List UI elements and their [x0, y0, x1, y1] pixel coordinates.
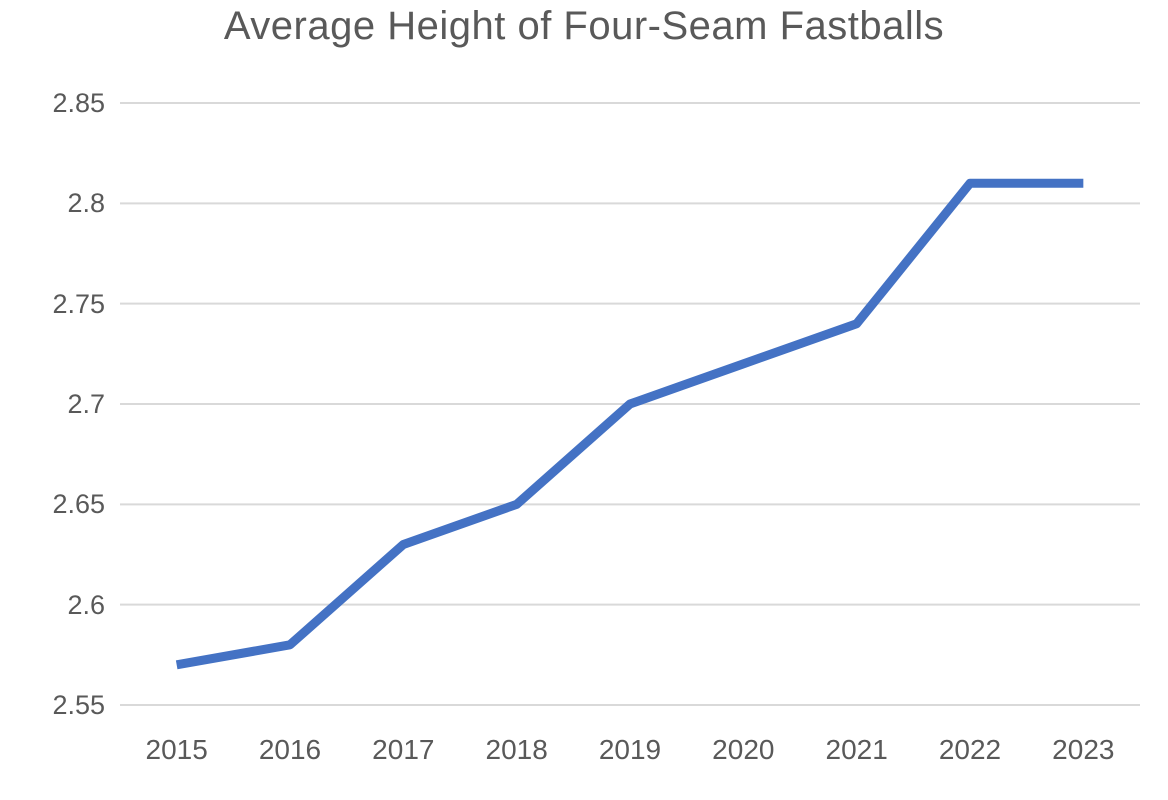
chart-title: Average Height of Four-Seam Fastballs — [223, 4, 945, 48]
y-tick-label: 2.85 — [52, 88, 105, 118]
x-tick-label: 2018 — [485, 734, 548, 765]
x-tick-label: 2019 — [598, 734, 662, 765]
y-tick-label: 2.65 — [52, 489, 105, 520]
x-tick-label: 2021 — [825, 734, 888, 765]
x-tick-label: 2016 — [258, 734, 322, 765]
y-tick-label: 2.75 — [52, 288, 105, 319]
y-tick-label: 2.55 — [52, 690, 105, 720]
x-tick-label: 2020 — [712, 734, 775, 765]
data-line-series — [175, 178, 1084, 670]
x-tick-label: 2022 — [938, 734, 1002, 765]
y-tick-label: 2.6 — [67, 589, 105, 620]
x-tick-label: 2015 — [145, 734, 208, 765]
x-tick-label: 2017 — [372, 734, 435, 765]
x-tick-label: 2023 — [1052, 734, 1115, 765]
y-tick-label: 2.8 — [67, 188, 105, 219]
gridlines — [120, 102, 1140, 706]
y-tick-label: 2.7 — [67, 389, 105, 419]
